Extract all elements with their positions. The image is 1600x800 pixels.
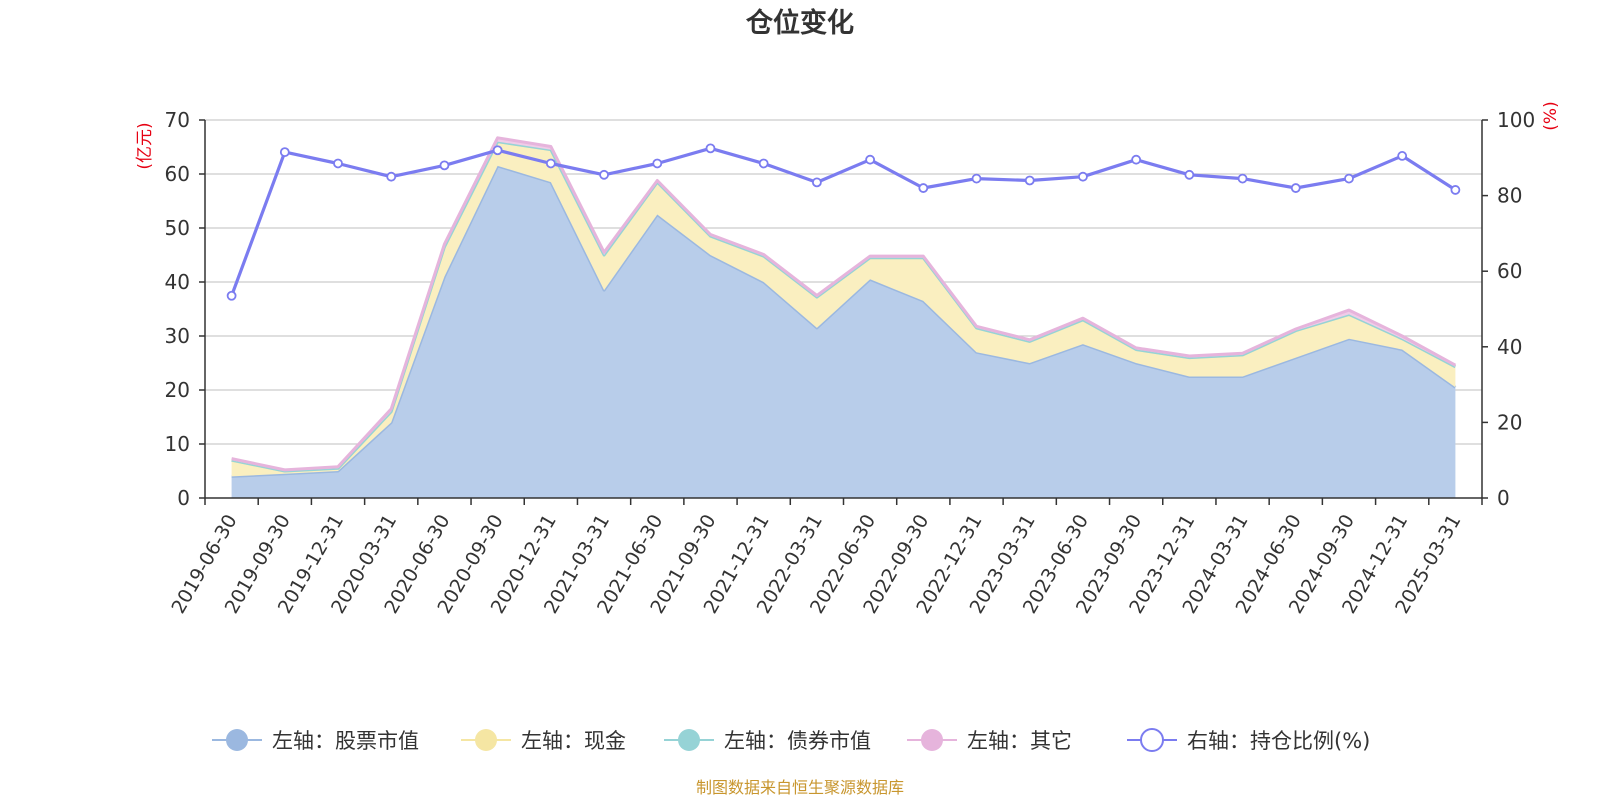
ratio-point [811, 177, 822, 188]
ratio-point [1397, 151, 1408, 161]
ratio-point [1184, 169, 1195, 180]
legend-marker [921, 729, 943, 751]
right-axis-tick-label: 0 [1497, 486, 1510, 510]
ratio-point [652, 158, 663, 169]
legend: 左轴：股票市值 左轴：现金 左轴：债券市值 左轴：其它 右轴：持仓比例(%) [212, 728, 1370, 753]
ratio-point [386, 171, 397, 182]
left-axis-tick-label: 50 [165, 216, 190, 240]
ratio-point [1450, 185, 1461, 195]
ratio-point [545, 158, 556, 169]
chart-title: 仓位变化 [745, 7, 854, 39]
ratio-point [971, 173, 982, 184]
ratio-point [705, 143, 716, 154]
ratio-point [1024, 175, 1035, 186]
legend-label: 左轴：现金 [521, 729, 626, 753]
right-axis-tick-label: 80 [1497, 184, 1522, 208]
right-axis-unit: (%) [1541, 101, 1561, 130]
legend-marker [1140, 728, 1164, 752]
left-axis-tick-label: 40 [165, 270, 190, 294]
ratio-line-series [226, 143, 1461, 301]
right-axis-tick-label: 100 [1497, 108, 1535, 132]
left-axis-tick-label: 30 [165, 324, 190, 348]
ratio-point [333, 158, 343, 169]
legend-marker [226, 729, 248, 751]
left-axis-tick-label: 10 [165, 432, 190, 456]
ratio-point [439, 160, 450, 171]
ratio-point [599, 169, 609, 180]
ratio-line [230, 146, 1457, 297]
data-source-note: 制图数据来自恒生聚源数据库 [696, 778, 904, 797]
ratio-point [865, 154, 876, 165]
right-axis-tick-label: 60 [1497, 259, 1522, 283]
ratio-point [1344, 173, 1354, 184]
legend-marker [678, 729, 700, 751]
ratio-point [492, 145, 503, 156]
legend-marker [475, 729, 497, 751]
right-axis-tick-label: 40 [1497, 335, 1522, 359]
line-左轴：其它 [231, 136, 1457, 472]
left-axis-tick-label: 60 [165, 162, 190, 186]
legend-label: 左轴：债券市值 [724, 729, 871, 753]
ratio-point [1078, 171, 1088, 182]
left-axis-tick-label: 0 [177, 486, 190, 510]
ratio-point [1290, 183, 1301, 193]
ratio-point [1131, 154, 1142, 165]
ratio-point [1237, 173, 1248, 184]
right-axis-tick-label: 20 [1497, 410, 1522, 434]
legend-label: 左轴：其它 [967, 729, 1072, 753]
left-axis-tick-label: 70 [165, 108, 190, 132]
left-axis-tick-label: 20 [165, 378, 190, 402]
left-axis-unit: (亿元) [135, 122, 155, 169]
ratio-point [279, 147, 290, 158]
stacked-areas [231, 136, 1457, 498]
legend-label: 右轴：持仓比例(%) [1187, 729, 1370, 753]
legend-label: 左轴：股票市值 [272, 729, 419, 753]
ratio-point [918, 183, 929, 193]
area-左轴：股票市值 [231, 165, 1456, 498]
ratio-point [758, 158, 769, 169]
ratio-point [226, 290, 237, 301]
